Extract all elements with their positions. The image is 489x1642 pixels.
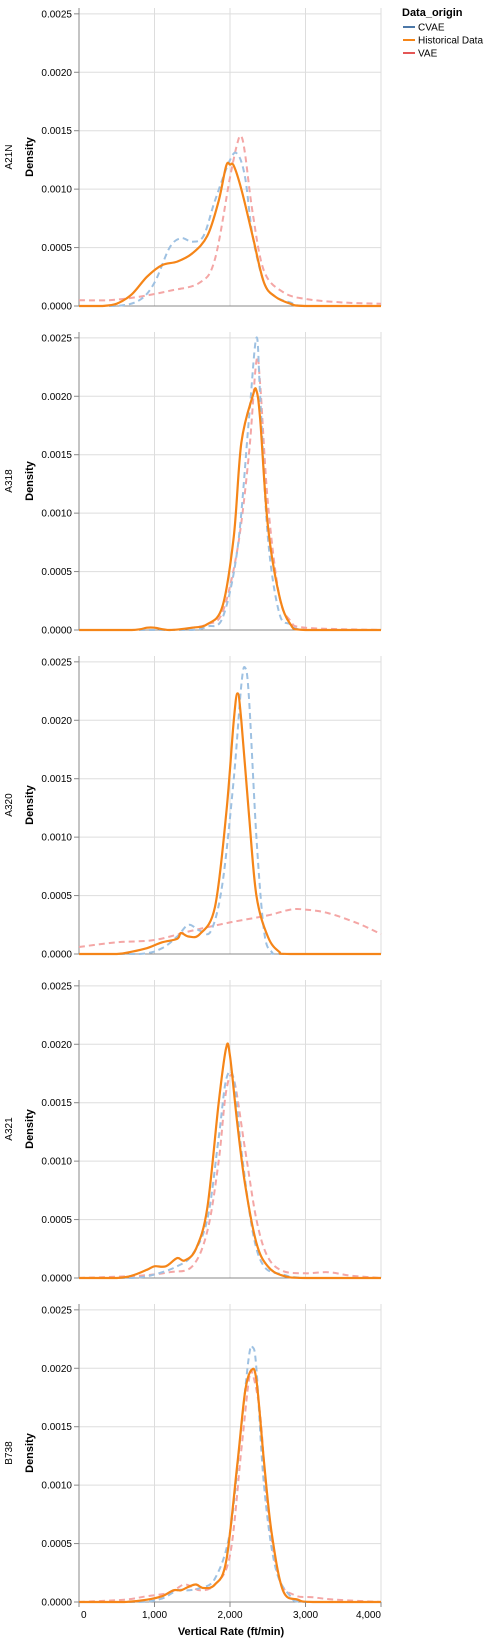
y-tick-label: 0.0025 — [41, 1305, 72, 1316]
legend: Data_origin CVAE Historical Data VAE — [402, 7, 483, 60]
series-line-historical-data — [79, 387, 381, 632]
series-line-historical-data — [78, 1367, 381, 1604]
y-tick-label: 0.0010 — [41, 185, 72, 196]
facets-layer: 0.0000 0.0005 0.0010 0.0015 0.0020 0.0025 Dens… — [4, 8, 382, 1609]
y-axis-title: Density — [24, 1432, 36, 1473]
legend-title: Data_origin — [402, 7, 463, 19]
y-tick-label: 0.0005 — [41, 1539, 72, 1550]
x-axis-title: Vertical Rate (ft/min) — [178, 1626, 285, 1638]
y-tick-label: 0.0020 — [41, 1040, 72, 1051]
legend-label: CVAE — [418, 23, 445, 34]
y-tick-label: 0.0005 — [41, 891, 72, 902]
y-tick-label: 0.0005 — [41, 243, 72, 254]
series-line-vae — [78, 134, 382, 305]
y-tick-label: 0.0000 — [41, 626, 72, 637]
y-tick-label: 0.0020 — [41, 1364, 72, 1375]
facet-panel: 0.0000 0.0005 0.0010 0.0015 0.0020 0.0025 Dens… — [4, 980, 382, 1285]
y-axis-title: Density — [24, 136, 36, 177]
y-tick-label: 0.0025 — [41, 9, 72, 20]
facet-label: A321 — [4, 1117, 15, 1141]
y-tick-label: 0.0020 — [41, 716, 72, 727]
y-tick-label: 0.0010 — [41, 1157, 72, 1168]
facet-label: A21N — [4, 144, 15, 169]
y-tick-label: 0.0000 — [41, 950, 72, 961]
series-line-historical-data — [79, 692, 382, 956]
y-tick-label: 0.0000 — [41, 302, 72, 313]
facet-panel: 0.0000 0.0005 0.0010 0.0015 0.0020 0.0025 Dens… — [4, 332, 382, 637]
legend-label: VAE — [418, 49, 438, 60]
y-tick-label: 0.0005 — [41, 1215, 72, 1226]
y-tick-label: 0.0025 — [41, 333, 72, 344]
series-line-cvae — [79, 151, 381, 307]
y-tick-label: 0.0010 — [41, 1481, 72, 1492]
y-tick-label: 0.0010 — [41, 833, 72, 844]
y-tick-label: 0.0015 — [41, 450, 72, 461]
series-line-vae — [78, 908, 382, 948]
facet-panel: 0.0000 0.0005 0.0010 0.0015 0.0020 0.0025 Dens… — [4, 656, 382, 961]
x-tick-label: 3,000 — [293, 1610, 318, 1621]
x-tick-label: 0 — [81, 1610, 87, 1621]
facet-label: A320 — [4, 793, 15, 817]
y-tick-label: 0.0010 — [41, 509, 72, 520]
facet-label: B738 — [4, 1441, 15, 1465]
legend-label: Historical Data — [418, 36, 483, 47]
y-tick-label: 0.0000 — [41, 1598, 72, 1609]
y-axis-title: Density — [24, 784, 36, 825]
y-tick-label: 0.0025 — [41, 981, 72, 992]
facet-panel: 0.0000 0.0005 0.0010 0.0015 0.0020 0.0025 Dens… — [4, 1304, 382, 1609]
y-axis-title: Density — [24, 460, 36, 501]
facet-panel: 0.0000 0.0005 0.0010 0.0015 0.0020 0.0025 Dens… — [4, 8, 382, 313]
y-tick-label: 0.0020 — [41, 68, 72, 79]
facet-label: A318 — [4, 469, 15, 493]
x-axis: 0 1,000 2,000 3,000 4,000 — [78, 1602, 382, 1621]
y-tick-label: 0.0020 — [41, 392, 72, 403]
x-tick-label: 2,000 — [217, 1610, 242, 1621]
series-line-cvae — [79, 665, 382, 956]
y-tick-label: 0.0025 — [41, 657, 72, 668]
y-tick-label: 0.0000 — [41, 1274, 72, 1285]
y-tick-label: 0.0005 — [41, 567, 72, 578]
x-tick-label: 4,000 — [356, 1610, 381, 1621]
series-line-cvae — [79, 336, 381, 632]
series-line-historical-data — [79, 161, 381, 308]
y-axis-title: Density — [24, 1108, 36, 1149]
x-tick-label: 1,000 — [142, 1610, 167, 1621]
y-tick-label: 0.0015 — [41, 126, 72, 137]
series-line-vae — [78, 1074, 382, 1279]
y-tick-label: 0.0015 — [41, 1098, 72, 1109]
series-line-historical-data — [78, 1042, 381, 1280]
y-tick-label: 0.0015 — [41, 1422, 72, 1433]
y-tick-label: 0.0015 — [41, 774, 72, 785]
